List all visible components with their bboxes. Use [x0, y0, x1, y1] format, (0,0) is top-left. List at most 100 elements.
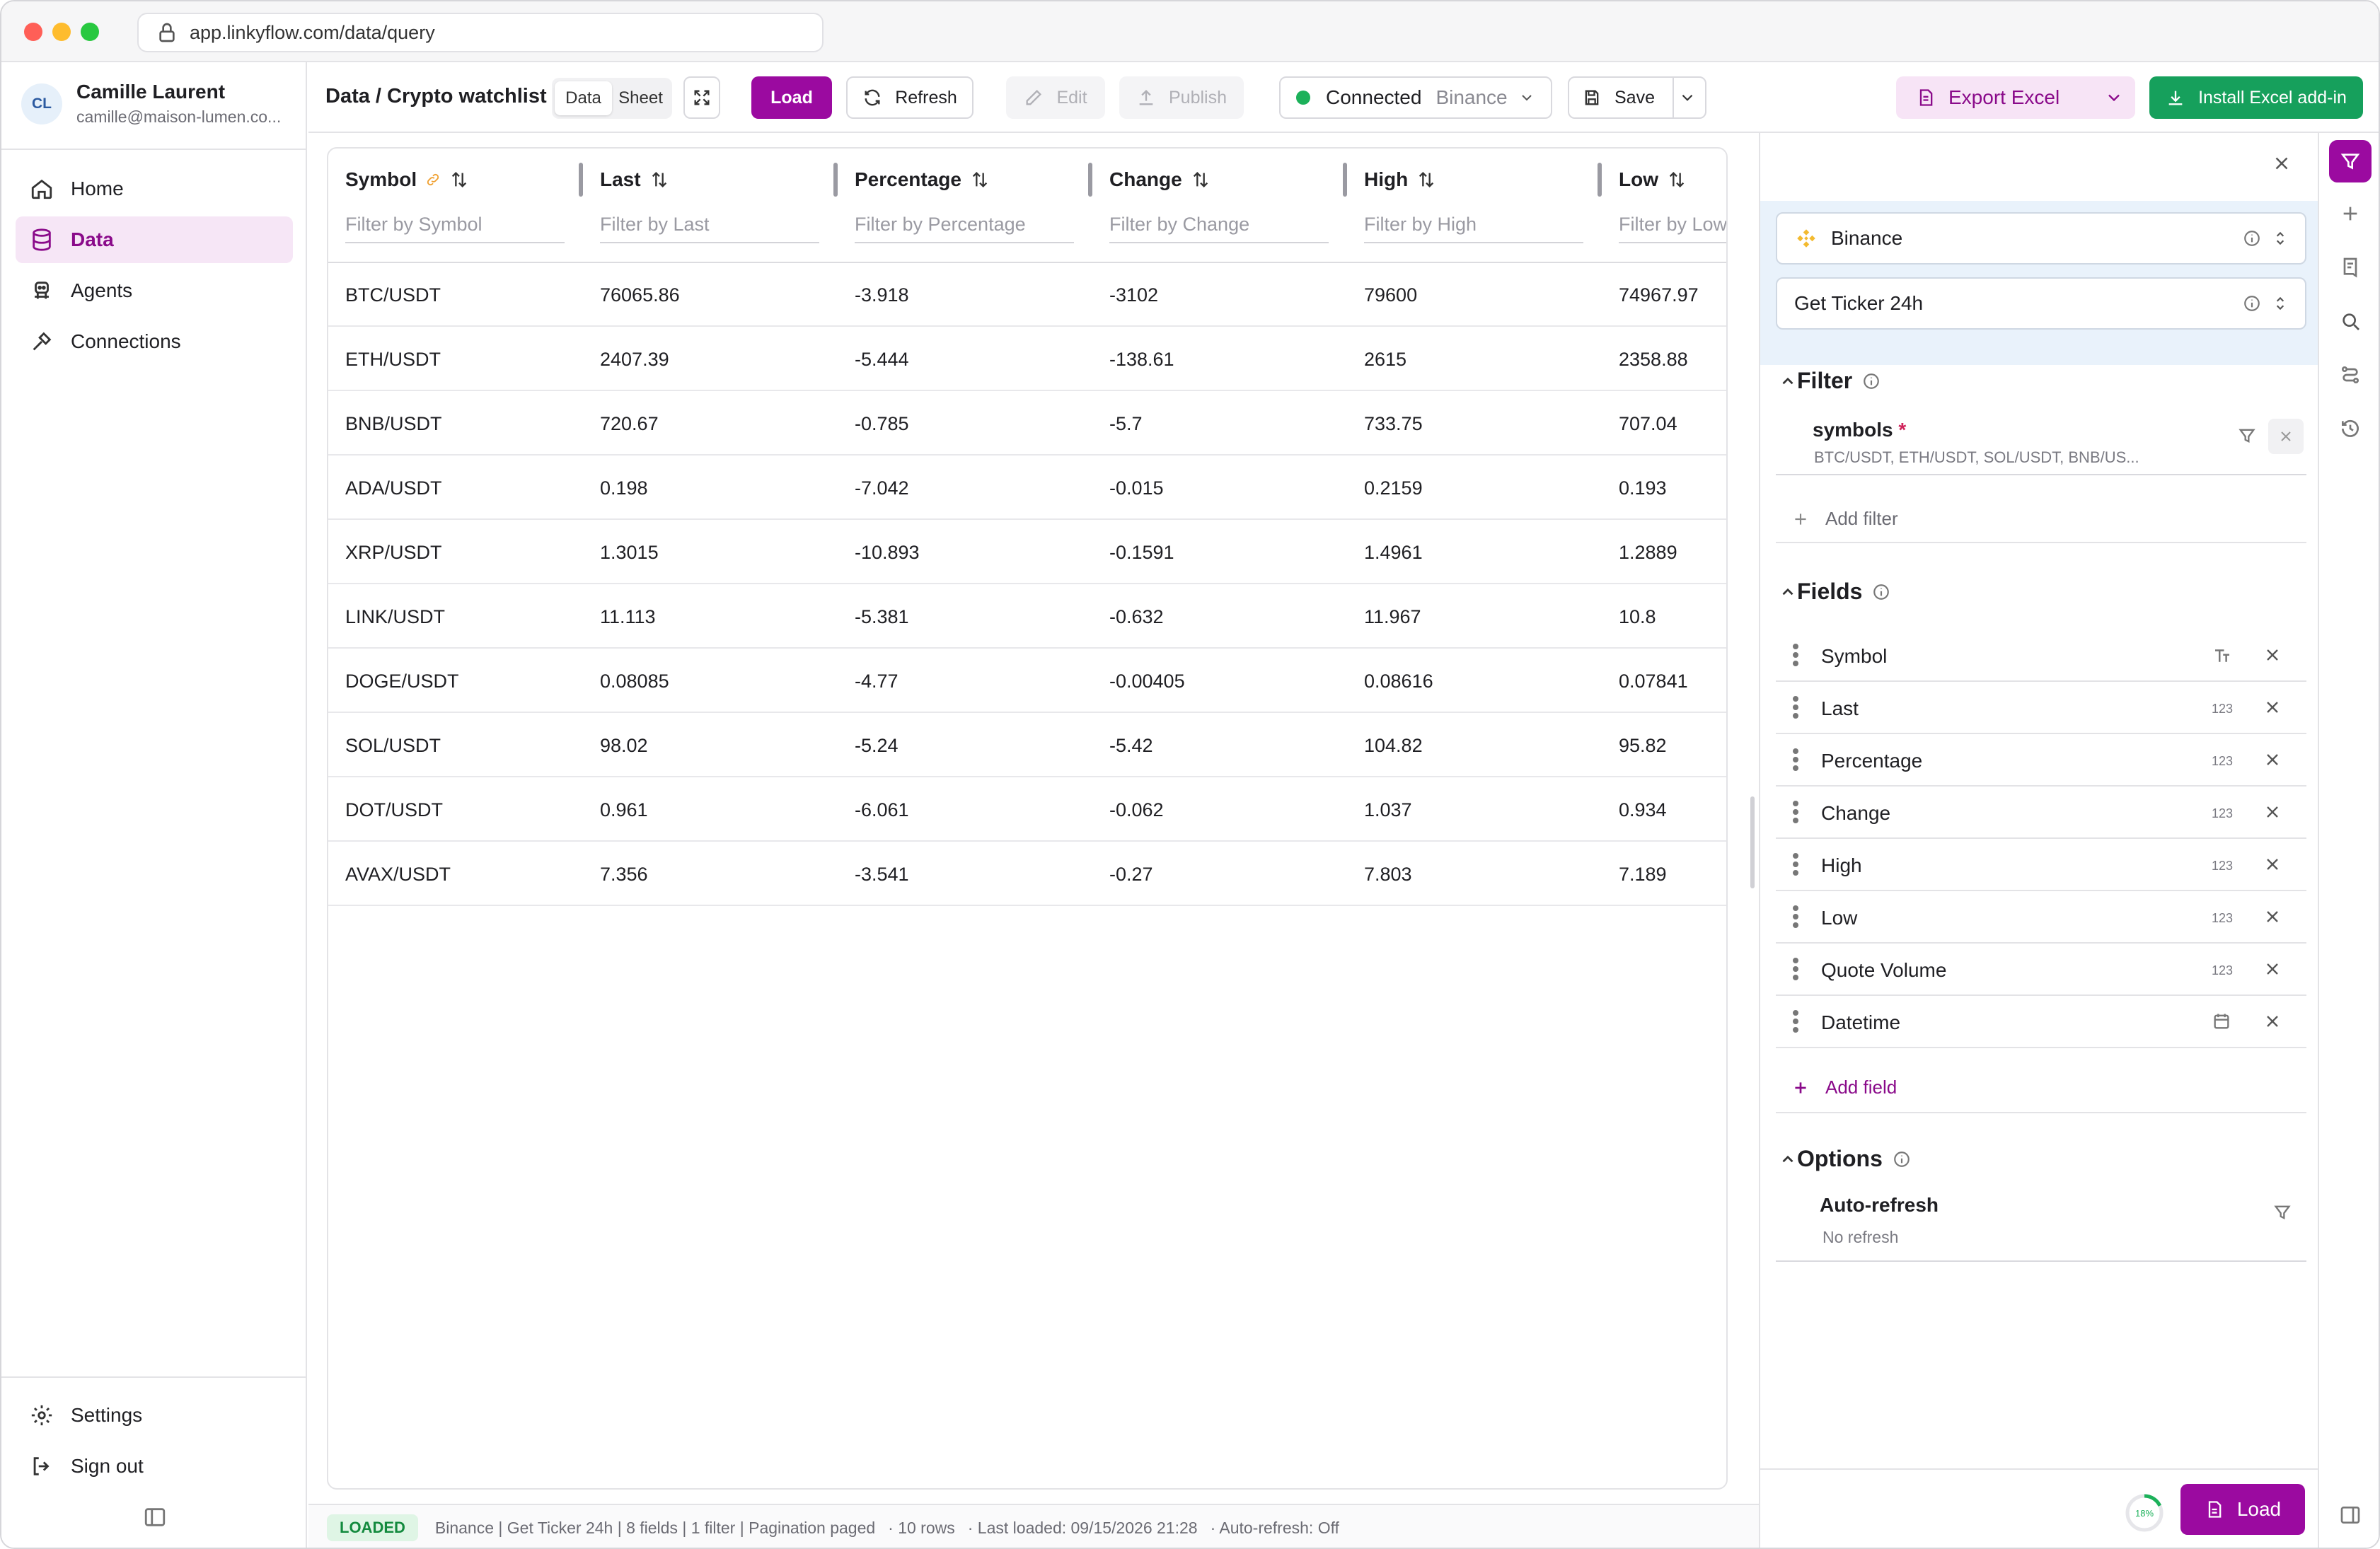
- export-excel-button[interactable]: Export Excel: [1896, 76, 2135, 119]
- save-options-chevron-icon[interactable]: [1678, 88, 1697, 107]
- remove-field-icon[interactable]: [2263, 959, 2282, 979]
- drag-handle-icon[interactable]: [1791, 852, 1800, 877]
- rail-add-button[interactable]: [2329, 192, 2372, 235]
- add-filter-button[interactable]: Add filter: [1791, 508, 1898, 530]
- remove-field-icon[interactable]: [2263, 750, 2282, 770]
- field-row[interactable]: Datetime: [1776, 996, 2306, 1048]
- refresh-button[interactable]: Refresh: [846, 76, 974, 119]
- column-header[interactable]: Symbol Filter by Symbol: [328, 149, 583, 262]
- table-row[interactable]: BTC/USDT 76065.86 -3.918 -3102 79600 74967.97: [328, 263, 1726, 327]
- panel-resize-handle[interactable]: [1750, 796, 1755, 888]
- remove-field-icon[interactable]: [2263, 645, 2282, 665]
- rail-query-button[interactable]: [2329, 140, 2372, 182]
- table-row[interactable]: LINK/USDT 11.113 -5.381 -0.632 11.967 10.8: [328, 585, 1726, 649]
- column-header[interactable]: Last Filter by Last: [583, 149, 838, 262]
- table-row[interactable]: AVAX/USDT 7.356 -3.541 -0.27 7.803 7.189: [328, 842, 1726, 906]
- column-filter-input[interactable]: Filter by Symbol: [345, 209, 565, 243]
- column-resize-handle[interactable]: [1598, 163, 1602, 197]
- sort-icon[interactable]: [1416, 170, 1436, 190]
- table-row[interactable]: BNB/USDT 720.67 -0.785 -5.7 733.75 707.04: [328, 392, 1726, 456]
- table-row[interactable]: ETH/USDT 2407.39 -5.444 -138.61 2615 2358.88: [328, 327, 1726, 391]
- view-data-tab[interactable]: Data: [555, 81, 612, 115]
- options-section-toggle[interactable]: Options: [1779, 1146, 1911, 1172]
- sidebar-item-agents[interactable]: Agents: [16, 267, 293, 314]
- column-filter-input[interactable]: Filter by Percentage: [855, 209, 1074, 243]
- source-select[interactable]: Binance: [1776, 212, 2306, 265]
- sign-out-link[interactable]: Sign out: [16, 1443, 293, 1490]
- column-filter-input[interactable]: Filter by Low: [1619, 209, 1726, 243]
- column-filter-input[interactable]: Filter by Last: [600, 209, 819, 243]
- column-header[interactable]: Low Filter by Low: [1602, 149, 1726, 262]
- drag-handle-icon[interactable]: [1791, 956, 1800, 982]
- remove-field-icon[interactable]: [2263, 697, 2282, 717]
- maximize-window-button[interactable]: [81, 23, 99, 41]
- view-sheet-tab[interactable]: Sheet: [618, 88, 663, 108]
- filter-section-toggle[interactable]: Filter: [1779, 368, 1881, 394]
- rail-notes-button[interactable]: [2329, 246, 2372, 289]
- close-icon[interactable]: [2271, 153, 2292, 174]
- sort-icon[interactable]: [449, 170, 469, 190]
- field-row[interactable]: Low 123: [1776, 891, 2306, 944]
- field-row[interactable]: Quote Volume 123: [1776, 944, 2306, 996]
- rail-history-button[interactable]: [2329, 407, 2372, 450]
- fullscreen-button[interactable]: [683, 76, 720, 119]
- column-filter-input[interactable]: Filter by High: [1364, 209, 1583, 243]
- drag-handle-icon[interactable]: [1791, 747, 1800, 772]
- edit-button[interactable]: Edit: [1006, 76, 1105, 119]
- column-header[interactable]: Change Filter by Change: [1092, 149, 1347, 262]
- sort-icon[interactable]: [1667, 170, 1687, 190]
- remove-field-icon[interactable]: [2263, 1011, 2282, 1031]
- sort-icon[interactable]: [649, 170, 669, 190]
- publish-button[interactable]: Publish: [1119, 76, 1244, 119]
- drag-handle-icon[interactable]: [1791, 1009, 1800, 1034]
- column-header[interactable]: Percentage Filter by Percentage: [838, 149, 1092, 262]
- filter-row-symbols[interactable]: symbols * BTC/USDT, ETH/USDT, SOL/USDT, …: [1776, 416, 2306, 475]
- table-row[interactable]: ADA/USDT 0.198 -7.042 -0.015 0.2159 0.193: [328, 456, 1726, 520]
- sort-icon[interactable]: [970, 170, 990, 190]
- filter-icon[interactable]: [2272, 1202, 2292, 1222]
- auto-refresh-option[interactable]: Auto-refresh No refresh: [1776, 1194, 2306, 1262]
- user-profile[interactable]: CL Camille Laurent camille@maison-lumen.…: [21, 81, 281, 127]
- filter-icon[interactable]: [2237, 426, 2257, 446]
- remove-filter-button[interactable]: [2268, 419, 2304, 454]
- add-field-button[interactable]: Add field: [1791, 1077, 1897, 1098]
- sidebar-item-home[interactable]: Home: [16, 166, 293, 212]
- sort-icon[interactable]: [1191, 170, 1211, 190]
- close-window-button[interactable]: [24, 23, 42, 41]
- sidebar-item-connections[interactable]: Connections: [16, 318, 293, 365]
- endpoint-select[interactable]: Get Ticker 24h: [1776, 277, 2306, 330]
- drag-handle-icon[interactable]: [1791, 799, 1800, 825]
- collapse-sidebar-icon[interactable]: [143, 1505, 167, 1529]
- rail-search-button[interactable]: [2329, 300, 2372, 342]
- settings-link[interactable]: Settings: [16, 1392, 293, 1439]
- field-row[interactable]: Change 123: [1776, 787, 2306, 839]
- panel-load-button[interactable]: Load: [2180, 1484, 2305, 1535]
- address-bar[interactable]: app.linkyflow.com/data/query: [137, 13, 824, 52]
- rail-toggle-panel-button[interactable]: [2329, 1494, 2372, 1536]
- column-filter-input[interactable]: Filter by Change: [1109, 209, 1329, 243]
- fields-section-toggle[interactable]: Fields: [1779, 579, 1890, 605]
- install-addin-button[interactable]: Install Excel add-in: [2149, 76, 2363, 119]
- drag-handle-icon[interactable]: [1791, 904, 1800, 929]
- table-row[interactable]: DOT/USDT 0.961 -6.061 -0.062 1.037 0.934: [328, 778, 1726, 842]
- remove-field-icon[interactable]: [2263, 854, 2282, 874]
- export-chevron-icon[interactable]: [2104, 88, 2124, 108]
- remove-field-icon[interactable]: [2263, 802, 2282, 822]
- field-row[interactable]: Symbol: [1776, 630, 2306, 682]
- table-row[interactable]: DOGE/USDT 0.08085 -4.77 -0.00405 0.08616 0.07…: [328, 649, 1726, 713]
- drag-handle-icon[interactable]: [1791, 695, 1800, 720]
- column-resize-handle[interactable]: [833, 163, 838, 197]
- connection-selector[interactable]: Connected Binance: [1279, 76, 1552, 119]
- column-header[interactable]: High Filter by High: [1347, 149, 1602, 262]
- save-button[interactable]: Save: [1568, 76, 1706, 119]
- table-row[interactable]: SOL/USDT 98.02 -5.24 -5.42 104.82 95.82: [328, 714, 1726, 777]
- field-row[interactable]: Last 123: [1776, 682, 2306, 734]
- field-row[interactable]: Percentage 123: [1776, 734, 2306, 787]
- load-button[interactable]: Load: [751, 76, 832, 119]
- sidebar-item-data[interactable]: Data: [16, 216, 293, 263]
- column-resize-handle[interactable]: [1088, 163, 1092, 197]
- rail-transform-button[interactable]: [2329, 354, 2372, 396]
- column-resize-handle[interactable]: [579, 163, 583, 197]
- field-row[interactable]: High 123: [1776, 839, 2306, 891]
- column-resize-handle[interactable]: [1343, 163, 1347, 197]
